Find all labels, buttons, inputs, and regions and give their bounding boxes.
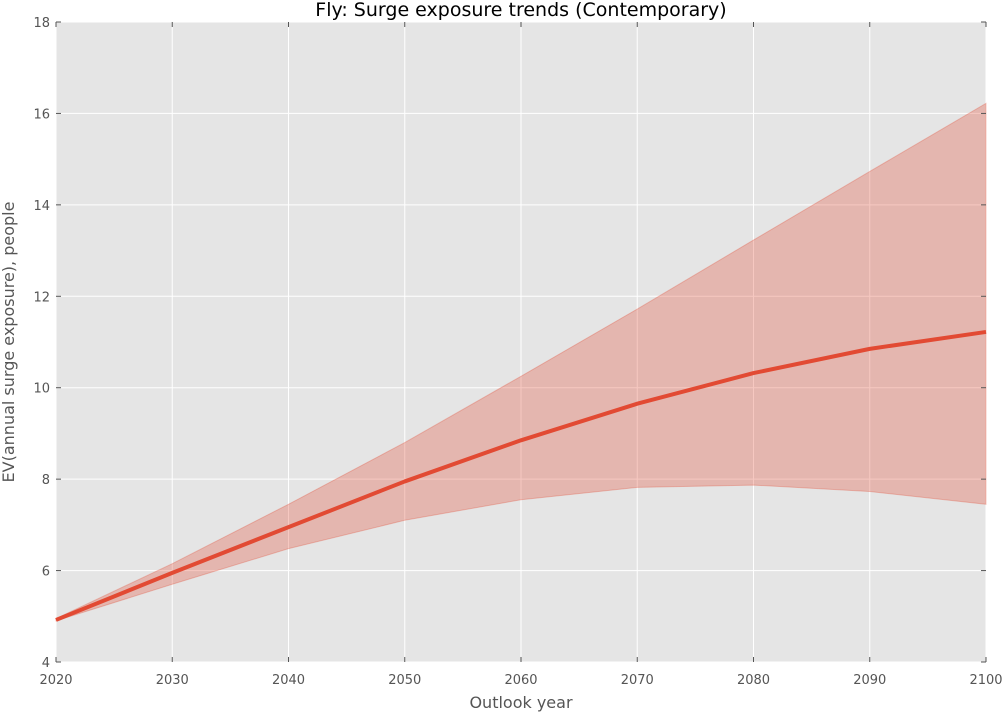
y-tick-label: 10 [33,382,50,397]
y-tick-label: 16 [33,107,50,122]
y-axis-label: EV(annual surge exposure), people [0,202,18,483]
y-tick-label: 8 [42,473,50,488]
x-tick-label: 2060 [504,673,537,688]
x-axis-ticks: 2020 2030 2040 2050 2060 2070 2080 2090 2100 [39,22,1002,688]
x-tick-label: 2080 [737,673,770,688]
x-tick-label: 2100 [969,673,1002,688]
y-axis-ticks: 4 6 8 10 12 14 16 18 [33,16,986,671]
x-tick-label: 2050 [388,673,421,688]
x-tick-label: 2070 [621,673,654,688]
y-tick-label: 14 [33,199,50,214]
x-tick-label: 2030 [156,673,189,688]
chart-title: Fly: Surge exposure trends (Contemporary… [315,0,726,21]
x-tick-label: 2090 [853,673,886,688]
series-line [55,329,987,622]
x-tick-label: 2040 [272,673,305,688]
x-axis-label: Outlook year [469,693,573,712]
x-tick-label: 2020 [39,673,72,688]
y-tick-label: 12 [33,290,50,305]
y-tick-label: 6 [42,565,50,580]
y-tick-label: 18 [33,16,50,31]
y-tick-label: 4 [42,656,50,671]
